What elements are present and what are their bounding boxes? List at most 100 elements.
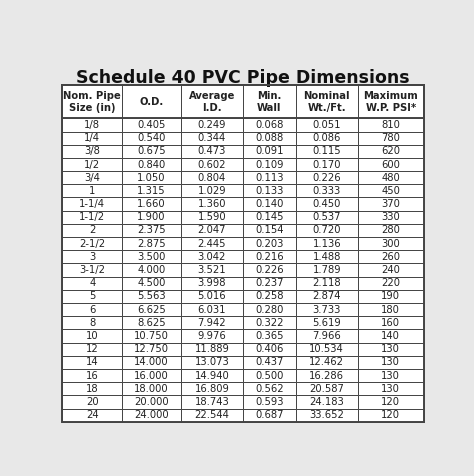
Bar: [243, 277, 296, 290]
Bar: [243, 145, 296, 158]
Text: 5.619: 5.619: [312, 318, 341, 328]
Text: 0.237: 0.237: [255, 278, 283, 288]
Bar: [358, 277, 424, 290]
Bar: [358, 211, 424, 224]
Bar: [358, 382, 424, 396]
Bar: [358, 198, 424, 211]
Text: 0.280: 0.280: [255, 305, 283, 315]
Bar: [181, 329, 243, 343]
Bar: [296, 131, 358, 145]
Bar: [296, 158, 358, 171]
Text: 620: 620: [381, 146, 400, 156]
Text: 6: 6: [89, 305, 95, 315]
Text: 8.625: 8.625: [137, 318, 166, 328]
Bar: [358, 369, 424, 382]
Text: 3.500: 3.500: [137, 252, 166, 262]
Bar: [243, 290, 296, 303]
Bar: [62, 303, 122, 316]
Text: 4.500: 4.500: [137, 278, 166, 288]
Text: 4.000: 4.000: [137, 265, 166, 275]
Bar: [62, 184, 122, 198]
Bar: [181, 145, 243, 158]
Bar: [122, 131, 181, 145]
Text: 5.563: 5.563: [137, 291, 166, 301]
Bar: [358, 343, 424, 356]
Text: 0.226: 0.226: [255, 265, 283, 275]
Bar: [243, 171, 296, 184]
Bar: [296, 171, 358, 184]
Text: 280: 280: [381, 226, 400, 236]
Bar: [296, 343, 358, 356]
Bar: [122, 250, 181, 264]
Bar: [296, 408, 358, 422]
Bar: [243, 356, 296, 369]
Text: 1-1/4: 1-1/4: [79, 199, 105, 209]
Text: 3.521: 3.521: [198, 265, 226, 275]
Text: 0.562: 0.562: [255, 384, 283, 394]
Bar: [358, 171, 424, 184]
Bar: [122, 198, 181, 211]
Text: 0.170: 0.170: [312, 159, 341, 169]
Bar: [122, 224, 181, 237]
Text: 130: 130: [381, 357, 400, 367]
Bar: [296, 290, 358, 303]
Text: 0.675: 0.675: [137, 146, 166, 156]
Text: 810: 810: [381, 120, 400, 130]
Text: 24.000: 24.000: [134, 410, 169, 420]
Text: 2.874: 2.874: [312, 291, 341, 301]
Text: 0.406: 0.406: [255, 344, 283, 354]
Bar: [62, 85, 424, 119]
Text: 16: 16: [86, 371, 99, 381]
Text: 0.450: 0.450: [312, 199, 341, 209]
Text: 1.488: 1.488: [312, 252, 341, 262]
Text: 130: 130: [381, 371, 400, 381]
Text: 0.804: 0.804: [198, 173, 226, 183]
Text: 0.133: 0.133: [255, 186, 283, 196]
Bar: [296, 85, 358, 119]
Text: 260: 260: [381, 252, 400, 262]
Bar: [243, 198, 296, 211]
Bar: [122, 396, 181, 408]
Bar: [296, 396, 358, 408]
Text: 2.445: 2.445: [198, 238, 226, 248]
Bar: [181, 316, 243, 329]
Text: 0.226: 0.226: [312, 173, 341, 183]
Text: 22.544: 22.544: [194, 410, 229, 420]
Text: 0.068: 0.068: [255, 120, 283, 130]
Bar: [62, 237, 122, 250]
Bar: [62, 224, 122, 237]
Text: 240: 240: [381, 265, 400, 275]
Text: 8: 8: [89, 318, 95, 328]
Bar: [296, 145, 358, 158]
Text: 1.590: 1.590: [198, 212, 226, 222]
Text: 3: 3: [89, 252, 95, 262]
Text: 1.660: 1.660: [137, 199, 166, 209]
Text: 10.534: 10.534: [310, 344, 344, 354]
Bar: [296, 369, 358, 382]
Text: 12.462: 12.462: [309, 357, 344, 367]
Text: 0.154: 0.154: [255, 226, 283, 236]
Text: 33.652: 33.652: [309, 410, 344, 420]
Text: 1.136: 1.136: [312, 238, 341, 248]
Text: 2.375: 2.375: [137, 226, 166, 236]
Bar: [122, 171, 181, 184]
Bar: [62, 408, 122, 422]
Bar: [122, 158, 181, 171]
Bar: [181, 408, 243, 422]
Bar: [181, 290, 243, 303]
Text: 0.840: 0.840: [137, 159, 166, 169]
Text: 3-1/2: 3-1/2: [79, 265, 105, 275]
Text: 130: 130: [381, 344, 400, 354]
Text: 0.216: 0.216: [255, 252, 283, 262]
Bar: [296, 382, 358, 396]
Bar: [358, 250, 424, 264]
Bar: [122, 343, 181, 356]
Text: 120: 120: [381, 397, 400, 407]
Bar: [181, 396, 243, 408]
Text: 370: 370: [381, 199, 400, 209]
Bar: [181, 369, 243, 382]
Text: 1.789: 1.789: [312, 265, 341, 275]
Text: 1.029: 1.029: [198, 186, 226, 196]
Text: 0.088: 0.088: [255, 133, 283, 143]
Bar: [243, 131, 296, 145]
